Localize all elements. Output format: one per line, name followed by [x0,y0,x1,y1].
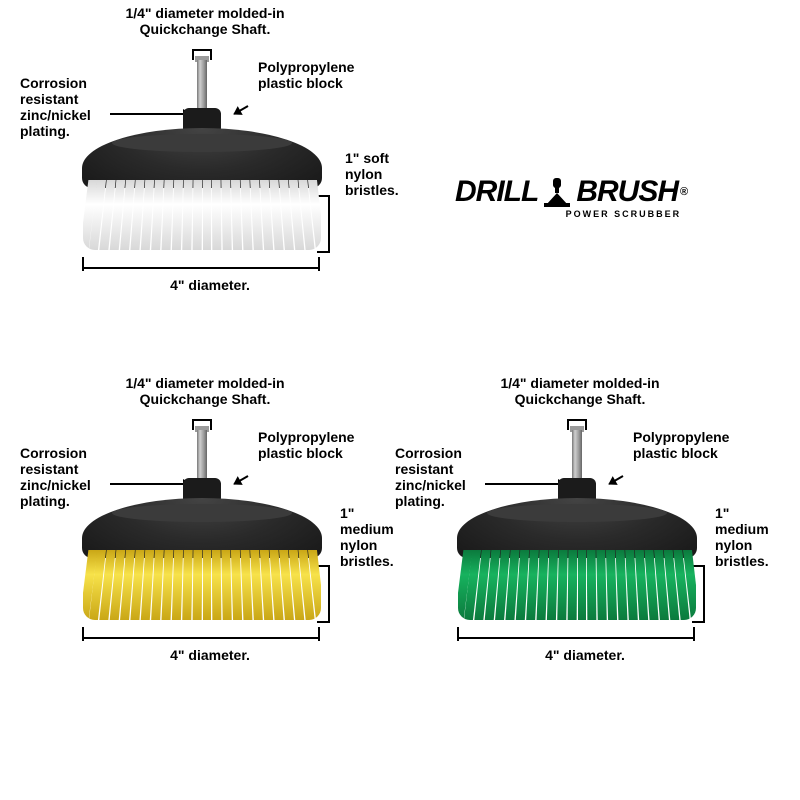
label-diameter: 4" diameter. [525,647,645,663]
bristles-green [458,550,696,620]
label-shaft: 1/4" diameter molded-in Quickchange Shaf… [475,375,685,407]
shaft-dim-bracket [192,419,212,421]
brand-word-1: DRILL [455,175,538,209]
label-shaft: 1/4" diameter molded-in Quickchange Shaf… [100,5,310,37]
diagram-green-brush: 1/4" diameter molded-in Quickchange Shaf… [415,375,785,715]
diameter-bracket [82,637,320,639]
label-bristles-medium: 1" medium nylon bristles. [340,505,415,569]
diameter-bracket [82,267,320,269]
registered-mark: ® [680,186,687,198]
shaft-dim-bracket [192,49,212,51]
brush-icon [540,175,574,209]
brand-logo: DRILL BRUSH ® POWER SCRUBBER [455,175,687,219]
brand-tagline: POWER SCRUBBER [455,209,687,219]
brush-green [437,430,717,650]
brand-word-2: BRUSH [576,175,678,209]
brush-yellow [62,430,342,650]
diagram-yellow-brush: 1/4" diameter molded-in Quickchange Shaf… [40,375,410,715]
label-shaft: 1/4" diameter molded-in Quickchange Shaf… [100,375,310,407]
label-diameter: 4" diameter. [150,647,270,663]
label-bristles-soft: 1" soft nylon bristles. [345,150,415,198]
label-diameter: 4" diameter. [150,277,270,293]
brush-white [62,60,342,280]
label-bristles-medium: 1" medium nylon bristles. [715,505,790,569]
bristles-yellow [83,550,321,620]
bristles-white [83,180,321,250]
diameter-bracket [457,637,695,639]
diagram-white-brush: 1/4" diameter molded-in Quickchange Shaf… [40,5,410,345]
shaft-dim-bracket [567,419,587,421]
